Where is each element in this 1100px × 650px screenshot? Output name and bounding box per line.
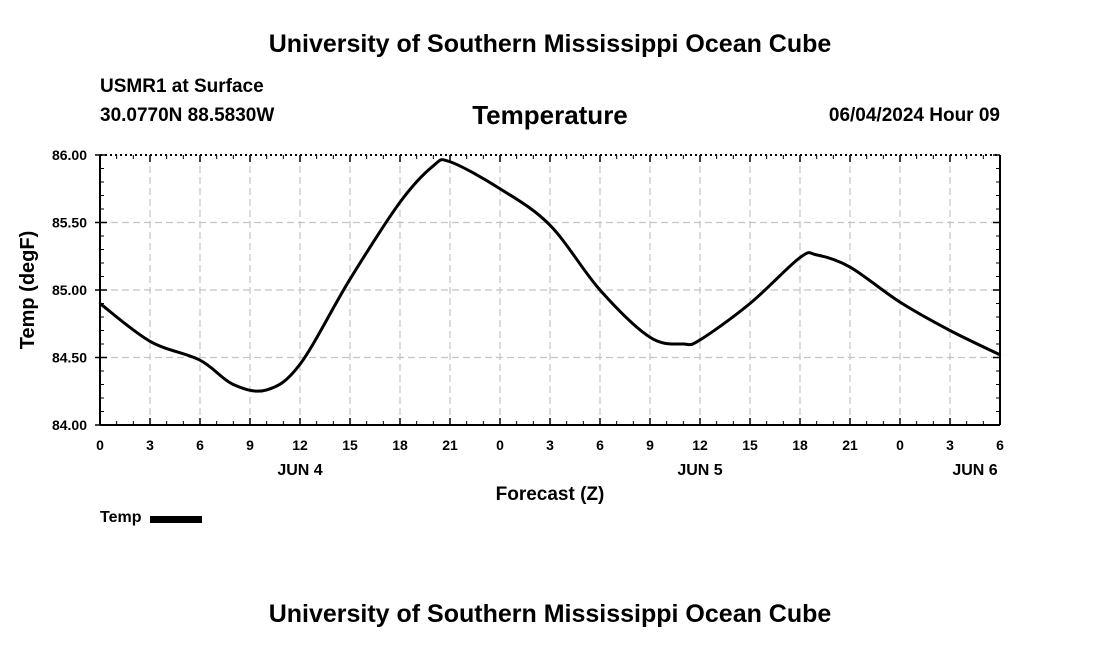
legend-swatch (150, 515, 203, 523)
data-point (848, 265, 852, 269)
day-label: JUN 4 (277, 462, 322, 479)
data-point (298, 363, 302, 366)
chart-title: Temperature (472, 100, 628, 130)
y-tick-label: 85.50 (52, 215, 87, 231)
data-point (348, 278, 352, 281)
y-tick-label: 86.00 (52, 147, 87, 163)
x-tick-label: 15 (342, 437, 358, 453)
grid (100, 155, 1000, 425)
data-point (265, 388, 268, 392)
x-tick-label: 0 (96, 437, 104, 453)
x-tick-label: 12 (292, 437, 308, 453)
x-tick-label: 3 (946, 437, 954, 453)
data-point (148, 340, 152, 343)
series-layer (98, 158, 1002, 393)
x-tick-label: 6 (596, 437, 604, 453)
data-point (648, 336, 652, 339)
y-axis-label: Temp (degF) (17, 231, 39, 350)
x-tick-label: 9 (646, 437, 654, 453)
y-tick-label: 85.00 (52, 282, 87, 298)
page-title: University of Southern Mississippi Ocean… (268, 30, 832, 58)
data-point (598, 288, 602, 292)
data-point (998, 353, 1002, 356)
x-tick-label: 15 (742, 437, 758, 453)
data-point (98, 302, 102, 305)
x-tick-label: 21 (842, 437, 858, 453)
data-point (898, 300, 902, 304)
data-point (748, 302, 752, 305)
data-point (398, 201, 402, 204)
x-tick-label: 3 (546, 437, 554, 453)
station-label: USMR1 at Surface (100, 76, 264, 97)
x-tick-label: 0 (896, 437, 904, 453)
day-label: JUN 5 (677, 462, 722, 479)
y-tick-label: 84.00 (52, 417, 87, 433)
x-tick-label: 3 (146, 437, 154, 453)
axes: 0 3 6 9 12 15 18 21 0 3 6 9 12 15 18 21 0 3 6 84.00 84.50 85.… (52, 147, 1004, 479)
data-point (198, 359, 202, 362)
data-point (682, 342, 685, 346)
x-tick-label: 21 (442, 437, 458, 453)
data-point (815, 253, 818, 257)
coordinates-label: 30.0770N 88.5830W (100, 105, 275, 126)
y-tick-label: 84.50 (52, 350, 87, 366)
data-point (698, 338, 702, 342)
legend-label: Temp (100, 509, 142, 526)
forecast-datetime: 06/04/2024 Hour 09 (828, 105, 1000, 126)
data-point (498, 187, 502, 190)
x-tick-label: 9 (246, 437, 254, 453)
x-tick-label: 6 (196, 437, 204, 453)
day-label: JUN 6 (952, 462, 997, 479)
footer-title: University of Southern Mississippi Ocean… (268, 600, 832, 628)
legend: Temp (100, 509, 203, 527)
data-point (432, 164, 435, 167)
data-point (948, 329, 952, 332)
data-point (232, 383, 235, 386)
x-tick-label: 6 (996, 437, 1004, 453)
data-point (548, 224, 552, 227)
x-tick-label: 18 (392, 437, 408, 453)
x-tick-label: 0 (496, 437, 504, 453)
x-axis-label: Forecast (Z) (496, 484, 605, 505)
x-tick-label: 12 (692, 437, 708, 453)
data-point (448, 160, 452, 163)
data-point (798, 256, 802, 259)
x-tick-label: 18 (792, 437, 808, 453)
